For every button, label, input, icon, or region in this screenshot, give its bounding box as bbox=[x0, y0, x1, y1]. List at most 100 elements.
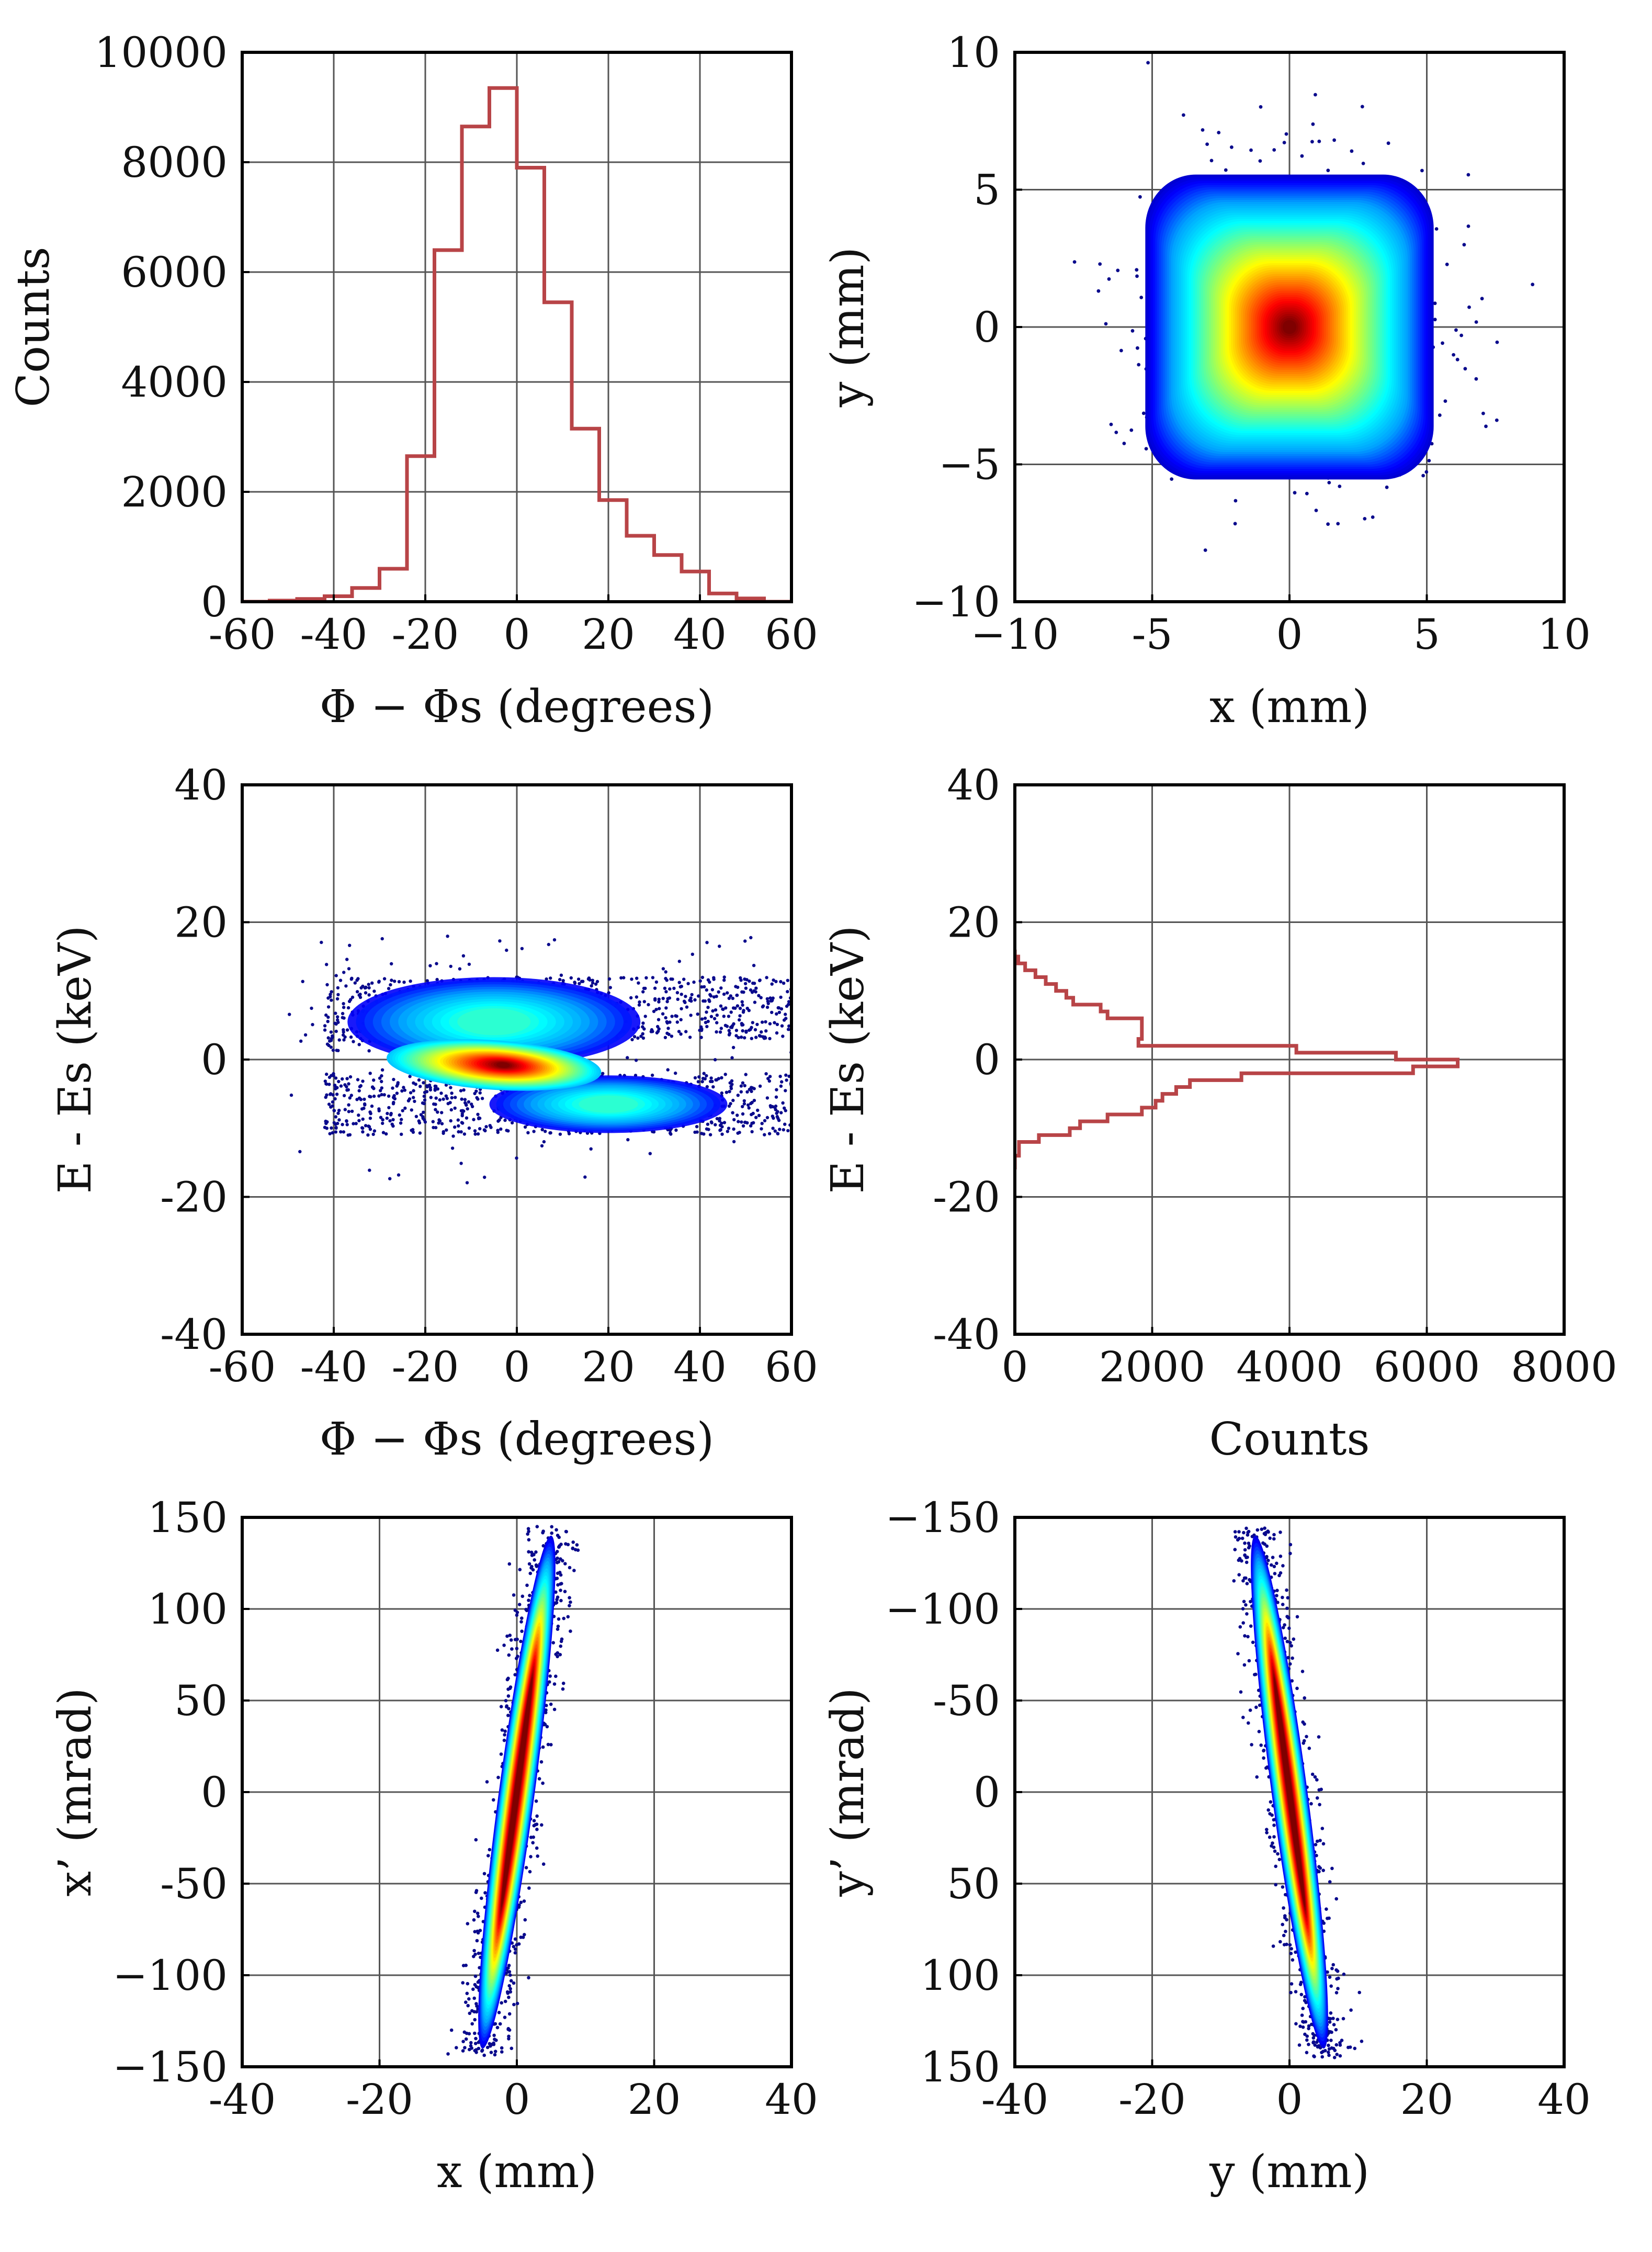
scatter-point bbox=[361, 1127, 365, 1130]
x-tick-label: 40 bbox=[673, 1343, 727, 1391]
scatter-point bbox=[520, 1629, 524, 1633]
scatter-point bbox=[554, 1652, 558, 1656]
scatter-point bbox=[1307, 2024, 1311, 2028]
scatter-point bbox=[1315, 1778, 1319, 1782]
scatter-point bbox=[1302, 1739, 1306, 1743]
scatter-point bbox=[1266, 1559, 1270, 1562]
scatter-point bbox=[548, 1674, 552, 1678]
scatter-point bbox=[1247, 1546, 1251, 1550]
scatter-point bbox=[311, 1023, 314, 1027]
scatter-point bbox=[1271, 1556, 1275, 1559]
scatter-point bbox=[1243, 1541, 1247, 1545]
y-tick-label: 6000 bbox=[121, 248, 228, 297]
scatter-point bbox=[675, 991, 680, 995]
scatter-point bbox=[558, 1653, 562, 1657]
scatter-point bbox=[1138, 195, 1142, 199]
scatter-point bbox=[334, 1011, 337, 1015]
scatter-point bbox=[693, 1076, 697, 1080]
scatter-point bbox=[346, 1088, 350, 1091]
scatter-point bbox=[738, 1007, 742, 1010]
scatter-point bbox=[714, 1078, 718, 1082]
scatter-point bbox=[1332, 138, 1337, 142]
scatter-point bbox=[1263, 1526, 1266, 1530]
scatter-point bbox=[1311, 122, 1315, 126]
plot-area bbox=[1072, 61, 1535, 552]
scatter-point bbox=[544, 1710, 548, 1715]
scatter-point bbox=[744, 986, 748, 990]
scatter-point bbox=[446, 1102, 450, 1106]
scatter-point bbox=[423, 1098, 427, 1102]
scatter-point bbox=[1242, 1600, 1246, 1604]
scatter-point bbox=[480, 1097, 484, 1100]
scatter-point bbox=[752, 1087, 756, 1090]
scatter-point bbox=[350, 1109, 354, 1113]
scatter-point bbox=[1300, 1670, 1305, 1673]
scatter-point bbox=[747, 1009, 751, 1012]
scatter-point bbox=[466, 2003, 470, 2008]
scatter-point bbox=[778, 1128, 782, 1131]
scatter-point bbox=[342, 1130, 346, 1134]
scatter-point bbox=[725, 1024, 729, 1028]
x-tick-label: 6000 bbox=[1374, 1343, 1480, 1391]
scatter-point bbox=[759, 1034, 762, 1038]
scatter-point bbox=[320, 940, 323, 944]
scatter-point bbox=[368, 1117, 372, 1120]
scatter-point bbox=[642, 1000, 647, 1004]
scatter-point bbox=[705, 1024, 709, 1029]
scatter-point bbox=[480, 1896, 483, 1900]
scatter-point bbox=[326, 1015, 330, 1019]
scatter-point bbox=[535, 1828, 539, 1831]
scatter-point bbox=[513, 1951, 517, 1955]
scatter-point bbox=[433, 1084, 437, 1088]
scatter-point bbox=[1109, 422, 1113, 426]
scatter-point bbox=[366, 1133, 370, 1137]
scatter-point bbox=[410, 1108, 413, 1112]
scatter-point bbox=[372, 1078, 376, 1082]
scatter-point bbox=[449, 1086, 452, 1089]
density-core bbox=[496, 1062, 510, 1068]
scatter-point bbox=[784, 1089, 787, 1093]
scatter-point bbox=[500, 1728, 504, 1732]
scatter-point bbox=[352, 1122, 355, 1125]
scatter-point bbox=[334, 1115, 337, 1119]
x-tick-label: -20 bbox=[392, 610, 459, 659]
scatter-point bbox=[1272, 1537, 1276, 1541]
scatter-point bbox=[431, 1120, 435, 1123]
scatter-point bbox=[547, 942, 551, 947]
scatter-point bbox=[326, 1020, 330, 1023]
scatter-point bbox=[355, 1098, 359, 1101]
scatter-point bbox=[779, 1111, 783, 1114]
scatter-point bbox=[1262, 1756, 1265, 1760]
scatter-point bbox=[544, 1708, 548, 1712]
scatter-point bbox=[787, 1000, 791, 1004]
scatter-point bbox=[368, 1168, 371, 1172]
scatter-point bbox=[462, 1088, 466, 1092]
scatter-point bbox=[664, 990, 668, 994]
scatter-point bbox=[348, 1075, 353, 1079]
scatter-point bbox=[526, 1131, 530, 1134]
scatter-point bbox=[1438, 413, 1442, 417]
scatter-point bbox=[367, 986, 371, 990]
scatter-point bbox=[1317, 1865, 1321, 1868]
scatter-point bbox=[325, 983, 329, 987]
scatter-point bbox=[752, 982, 756, 985]
scatter-point bbox=[731, 996, 735, 1000]
scatter-point bbox=[334, 1126, 338, 1130]
scatter-point bbox=[417, 1119, 421, 1123]
scatter-point bbox=[710, 988, 715, 992]
y-axis-label: E - Es (keV) bbox=[49, 926, 101, 1194]
scatter-point bbox=[1385, 485, 1389, 489]
y-axis-label: y (mm) bbox=[822, 247, 874, 408]
scatter-point bbox=[473, 1930, 477, 1934]
x-tick-label: -40 bbox=[300, 610, 368, 659]
scatter-point bbox=[336, 986, 340, 990]
scatter-point bbox=[1386, 141, 1390, 145]
scatter-point bbox=[370, 1085, 375, 1089]
scatter-point bbox=[527, 1550, 530, 1554]
scatter-point bbox=[445, 1097, 449, 1100]
y-axis-label: E - Es (keV) bbox=[822, 926, 874, 1194]
scatter-point bbox=[348, 943, 352, 948]
scatter-point bbox=[1144, 447, 1148, 451]
scatter-point bbox=[368, 1072, 372, 1075]
scatter-point bbox=[573, 1548, 578, 1551]
